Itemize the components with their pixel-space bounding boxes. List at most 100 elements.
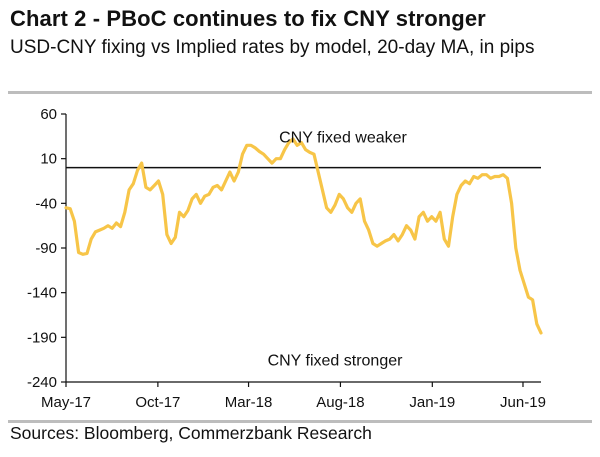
data-point xyxy=(485,173,488,176)
data-point xyxy=(169,242,173,245)
series-line xyxy=(64,137,543,335)
data-point xyxy=(396,239,400,243)
y-tick-label: -190 xyxy=(27,329,57,346)
data-point xyxy=(350,211,353,214)
data-point xyxy=(287,141,290,144)
data-point xyxy=(481,173,484,176)
data-point xyxy=(174,236,177,239)
data-point xyxy=(401,233,404,236)
data-point xyxy=(514,246,517,250)
chart-title: Chart 2 - PBoC continues to fix CNY stro… xyxy=(10,6,486,31)
data-point xyxy=(375,245,379,248)
data-point xyxy=(438,211,442,214)
data-point xyxy=(123,211,127,214)
data-point xyxy=(258,150,261,153)
data-point xyxy=(497,175,501,178)
data-point xyxy=(144,186,148,189)
data-point xyxy=(178,211,181,214)
data-point xyxy=(333,203,337,207)
data-point xyxy=(228,170,232,174)
data-point xyxy=(443,237,446,241)
annotation-fixed-weaker: CNY fixed weaker xyxy=(279,129,407,146)
data-point xyxy=(254,146,257,150)
data-point xyxy=(518,269,522,272)
data-point xyxy=(476,177,480,180)
data-point xyxy=(207,193,211,196)
x-tick-label: Aug-18 xyxy=(316,394,364,411)
data-point xyxy=(224,179,227,183)
data-point xyxy=(535,322,538,326)
data-point xyxy=(342,197,345,201)
data-point xyxy=(111,227,114,230)
data-point xyxy=(161,193,164,196)
data-point xyxy=(291,137,295,141)
data-point xyxy=(329,211,332,214)
data-point xyxy=(102,227,106,230)
data-point xyxy=(77,251,80,254)
data-point xyxy=(211,186,215,189)
data-point xyxy=(380,242,383,245)
data-point xyxy=(506,177,509,180)
data-point xyxy=(502,173,505,176)
data-point xyxy=(119,225,122,228)
y-tick-label: 60 xyxy=(40,106,57,123)
data-point xyxy=(434,220,438,223)
annotation-fixed-stronger: CNY fixed stronger xyxy=(268,353,404,370)
x-tick-label: Mar-18 xyxy=(225,394,273,411)
data-point xyxy=(468,182,471,185)
data-point xyxy=(413,237,417,241)
data-point xyxy=(422,211,425,214)
data-point xyxy=(127,188,131,192)
data-point xyxy=(115,221,118,225)
data-point xyxy=(426,220,429,223)
x-tick-label: Jun-19 xyxy=(500,394,546,411)
data-point xyxy=(338,193,341,196)
data-point xyxy=(182,215,185,218)
data-point xyxy=(279,157,282,160)
data-point xyxy=(296,144,299,147)
data-point xyxy=(321,188,324,192)
data-point xyxy=(249,144,253,147)
data-point xyxy=(531,298,534,301)
data-point xyxy=(232,179,236,183)
data-point xyxy=(241,153,244,156)
data-point xyxy=(270,161,274,165)
data-point xyxy=(85,252,89,255)
top-divider xyxy=(8,91,592,94)
data-point xyxy=(405,224,408,227)
data-point xyxy=(237,170,240,174)
data-point xyxy=(275,157,278,160)
y-tick-label: -90 xyxy=(35,240,57,257)
data-point xyxy=(371,242,375,245)
data-point xyxy=(472,175,475,178)
data-point xyxy=(165,233,169,236)
data-point xyxy=(455,193,459,196)
data-point xyxy=(459,184,463,187)
x-tick-label: Jan-19 xyxy=(409,394,455,411)
data-point xyxy=(69,207,72,210)
data-point xyxy=(527,295,530,299)
data-point xyxy=(447,245,450,248)
data-point xyxy=(417,215,421,218)
y-tick-label: -140 xyxy=(27,285,57,302)
data-point xyxy=(90,237,93,241)
y-tick-label: 10 xyxy=(40,151,57,168)
data-point xyxy=(539,331,543,335)
data-point xyxy=(523,282,526,285)
x-tick-label: May-17 xyxy=(41,394,91,411)
data-point xyxy=(367,228,370,232)
data-point xyxy=(148,188,152,192)
chart-subtitle: USD-CNY fixing vs Implied rates by model… xyxy=(10,37,535,58)
data-point xyxy=(98,228,101,232)
data-point xyxy=(359,197,362,201)
x-tick-label: Oct-17 xyxy=(135,394,180,411)
data-point xyxy=(312,153,316,156)
data-point xyxy=(73,220,76,223)
y-tick-label: -40 xyxy=(35,195,57,212)
x-axis: May-17 Oct-17 Mar-18 Aug-18 Jan-19 Jun-19 xyxy=(41,381,546,411)
data-point xyxy=(195,193,198,196)
data-point xyxy=(409,228,412,232)
data-point xyxy=(262,153,265,156)
data-point xyxy=(283,148,286,151)
line-chart: 60 10 -40 -90 -140 -190 -240 May-17 Oct-17 Mar-1… xyxy=(27,106,546,411)
